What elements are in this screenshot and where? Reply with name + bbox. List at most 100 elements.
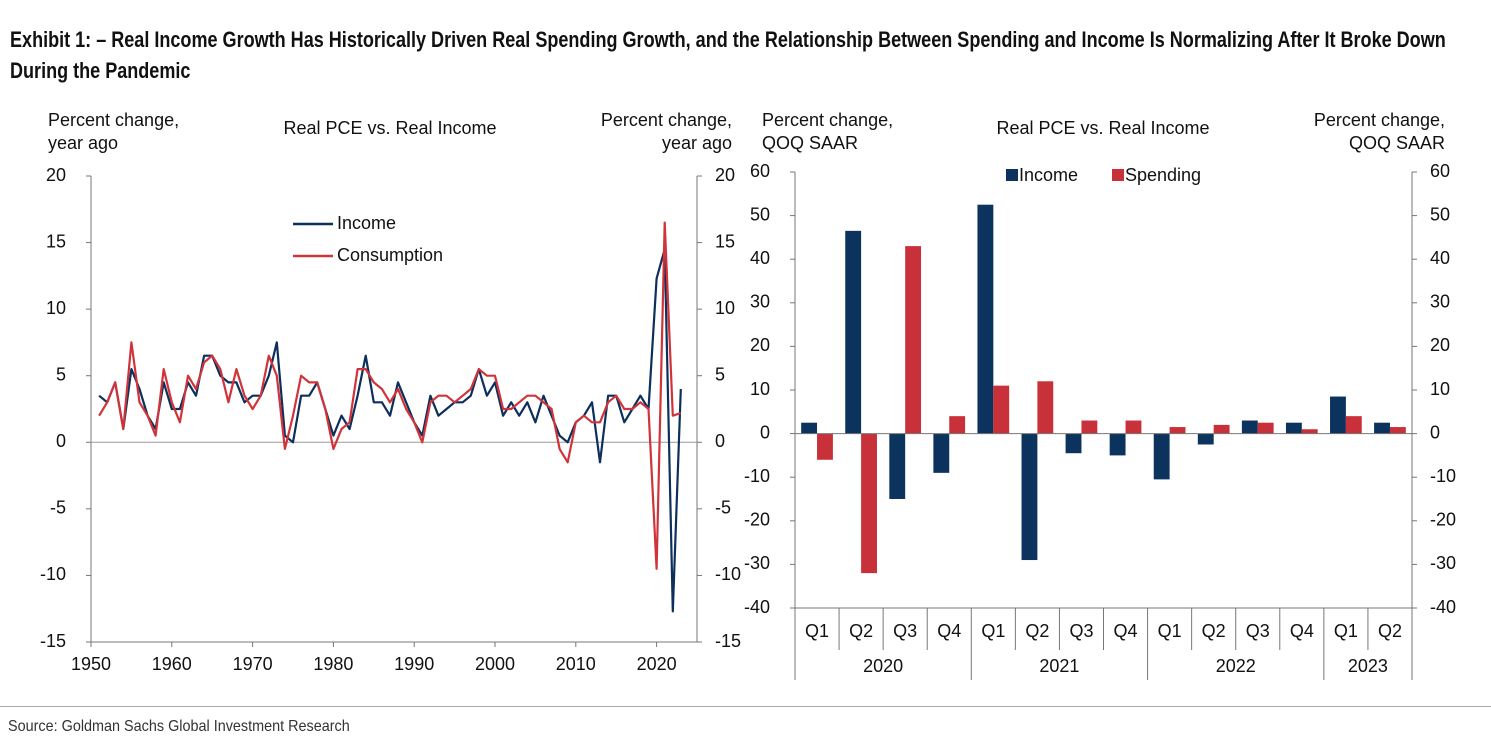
y-tick-label: 0 [56,431,66,451]
bar [817,433,833,460]
y2-tick-label: 20 [715,165,735,185]
x-tick-label: Q2 [1202,621,1226,641]
x-tick-label: 1990 [394,654,434,674]
y2-tick-label: -5 [715,498,731,518]
y-axis-label: QOQ SAAR [762,133,858,153]
bar [801,422,818,434]
y-tick-label: 10 [750,379,770,399]
x-tick-label: 1950 [71,654,111,674]
y2-axis-label: QOQ SAAR [1349,133,1445,153]
x-tick-label: 1960 [152,654,192,674]
y-tick-label: 5 [56,364,66,384]
legend-swatch [1112,169,1124,181]
bar [1213,424,1230,434]
bar [1374,422,1390,434]
y-tick-label: 60 [750,161,770,181]
y-tick-label: 0 [760,422,770,442]
x-tick-label: 2000 [475,654,515,674]
bar [1037,381,1054,434]
y-tick-label: -30 [744,553,770,573]
y2-tick-label: 0 [1430,422,1440,442]
charts: Real PCE vs. Real Income Percent change, y… [40,110,1456,680]
y2-tick-label: -40 [1430,597,1456,617]
bar [1169,427,1186,434]
group-label: 2022 [1216,656,1256,676]
y-tick-label: 10 [46,298,66,318]
x-tick-label: Q2 [849,621,873,641]
legend-label: Spending [1125,165,1201,185]
bar [1081,420,1098,434]
series-line [98,248,682,613]
legend-label: Consumption [337,245,443,265]
y2-tick-label: 10 [1430,379,1450,399]
y2-tick-label: 15 [715,231,735,251]
y2-axis-label: Percent change, [601,110,732,130]
y2-tick-label: -30 [1430,553,1456,573]
bar [1197,433,1214,445]
x-tick-label: Q1 [805,621,829,641]
y-tick-label: -15 [40,631,66,651]
bar [993,385,1010,434]
group-label: 2020 [863,656,903,676]
y-tick-label: 20 [46,165,66,185]
group-label: 2023 [1348,656,1388,676]
x-tick-label: 2020 [637,654,677,674]
series-line [98,221,682,570]
y2-tick-label: 20 [1430,335,1450,355]
bar [1241,420,1258,434]
y2-tick-label: -10 [1430,466,1456,486]
bar [845,230,862,434]
bar [1330,396,1346,434]
x-tick-label: Q4 [1114,621,1138,641]
bar [905,246,922,434]
x-tick-label: Q3 [1069,621,1093,641]
bar [861,433,877,574]
source-note: Source: Goldman Sachs Global Investment … [8,718,350,735]
bar [889,433,906,499]
y-tick-label: -10 [744,466,770,486]
divider [0,706,1491,707]
exhibit-title: Exhibit 1: – Real Income Growth Has Hist… [10,27,1446,83]
chart-title: Real PCE vs. Real Income [996,118,1209,138]
bar [933,433,950,473]
legend-label: Income [1019,165,1078,185]
legend-label: Income [337,213,396,233]
bar [1285,422,1302,434]
legend-swatch [1006,169,1018,181]
y2-tick-label: -20 [1430,510,1456,530]
y2-axis-label: year ago [662,133,732,153]
y-tick-label: 15 [46,231,66,251]
x-tick-label: 2010 [556,654,596,674]
y-tick-label: 50 [750,204,770,224]
bar [949,416,966,434]
y2-tick-label: -15 [715,631,741,651]
chart-title: Real PCE vs. Real Income [283,118,496,138]
bar [1301,429,1318,434]
x-tick-label: Q2 [1378,621,1402,641]
x-tick-label: Q4 [1290,621,1314,641]
y2-tick-label: -10 [715,564,741,584]
x-tick-label: Q3 [893,621,917,641]
y2-tick-label: 0 [715,431,725,451]
x-tick-label: Q1 [1158,621,1182,641]
bar [1125,420,1142,434]
bar [1257,422,1274,434]
x-tick-label: 1980 [313,654,353,674]
y2-tick-label: 40 [1430,248,1450,268]
x-tick-label: Q3 [1246,621,1270,641]
x-tick-label: Q1 [981,621,1005,641]
y-axis-label: Percent change, [48,110,179,130]
bar [1389,427,1406,434]
x-tick-label: 1970 [233,654,273,674]
y2-tick-label: 50 [1430,204,1450,224]
bar [1065,433,1082,454]
y-tick-label: -20 [744,510,770,530]
x-tick-label: Q1 [1334,621,1358,641]
y-axis-label: year ago [48,133,118,153]
bar [1345,416,1362,434]
y-tick-label: 40 [750,248,770,268]
x-tick-label: Q2 [1025,621,1049,641]
y-axis-label: Percent change, [762,110,893,130]
y2-tick-label: 10 [715,298,735,318]
